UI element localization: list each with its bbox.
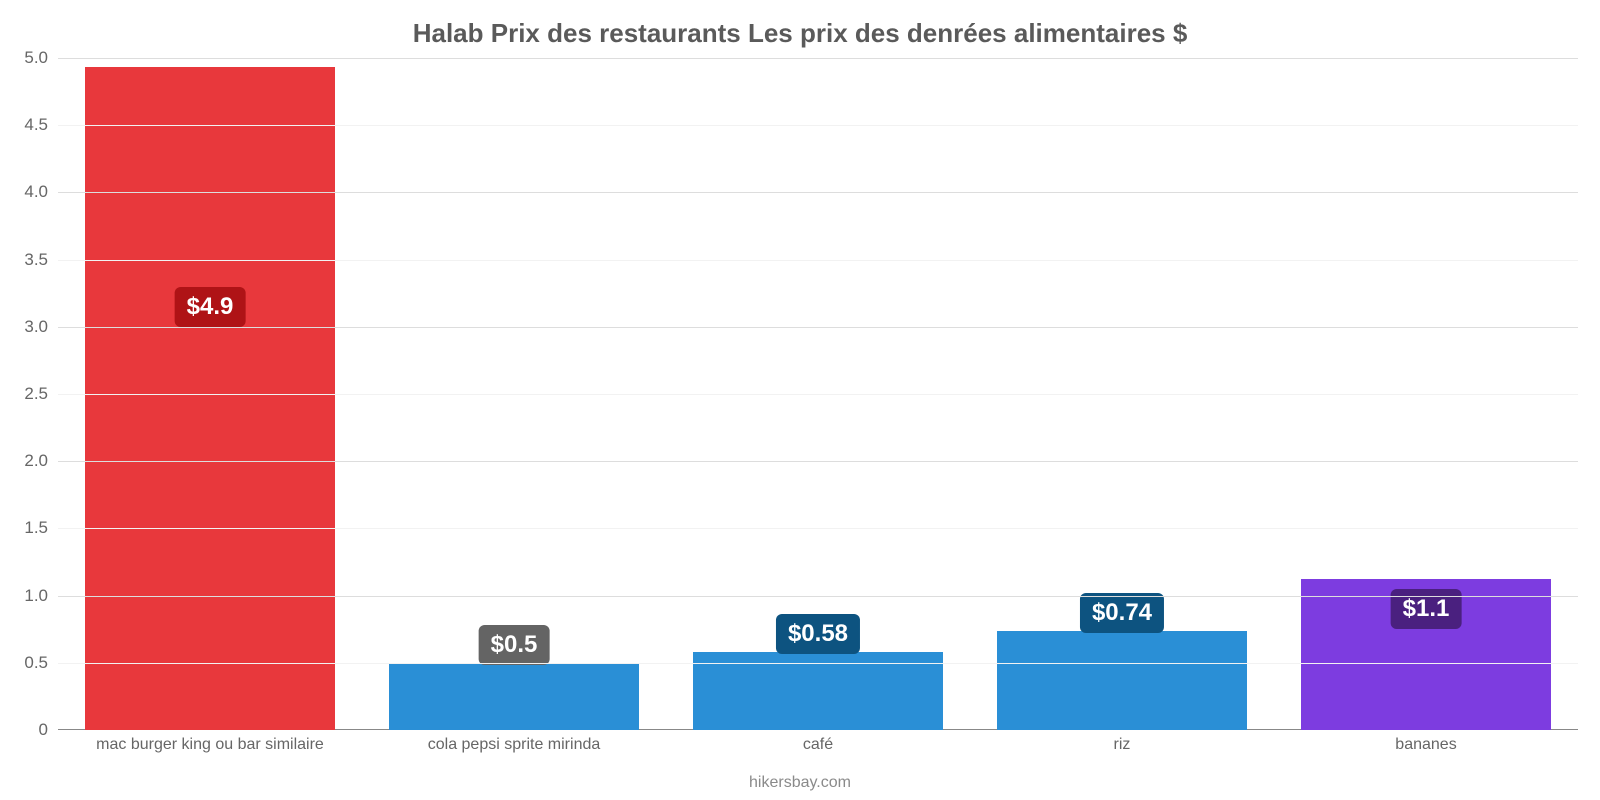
bar: $1.1 [1301,579,1550,730]
x-axis-label: mac burger king ou bar similaire [58,736,362,754]
chart-title: Halab Prix des restaurants Les prix des … [0,18,1600,49]
value-badge: $0.5 [479,625,550,665]
grid-line [58,125,1578,126]
y-tick-label: 1.0 [24,586,48,606]
y-tick-label: 4.0 [24,182,48,202]
bar: $0.5 [389,663,638,730]
y-tick-label: 0 [39,720,48,740]
grid-line [58,192,1578,193]
grid-line [58,260,1578,261]
x-axis-label: café [666,736,970,754]
grid-line [58,394,1578,395]
y-tick-label: 1.5 [24,518,48,538]
x-axis-label: riz [970,736,1274,754]
grid-line [58,663,1578,664]
y-tick-label: 3.0 [24,317,48,337]
value-badge: $4.9 [175,287,246,327]
value-badge: $0.74 [1080,593,1164,633]
x-axis-labels: mac burger king ou bar similairecola pep… [58,736,1578,754]
grid-line [58,58,1578,59]
x-axis-label: bananes [1274,736,1578,754]
bar: $0.74 [997,631,1246,730]
y-tick-label: 2.0 [24,451,48,471]
x-axis-label: cola pepsi sprite mirinda [362,736,666,754]
y-tick-label: 0.5 [24,653,48,673]
chart-container: Halab Prix des restaurants Les prix des … [0,0,1600,800]
y-tick-label: 2.5 [24,384,48,404]
y-tick-label: 3.5 [24,250,48,270]
chart-footer: hikersbay.com [0,774,1600,792]
y-tick-label: 5.0 [24,48,48,68]
grid-line [58,596,1578,597]
grid-line [58,327,1578,328]
plot-area: $4.9$0.5$0.58$0.74$1.1 00.51.01.52.02.53… [58,58,1578,730]
bar: $4.9 [85,67,334,730]
value-badge: $0.58 [776,614,860,654]
y-tick-label: 4.5 [24,115,48,135]
grid-line [58,461,1578,462]
grid-line [58,528,1578,529]
